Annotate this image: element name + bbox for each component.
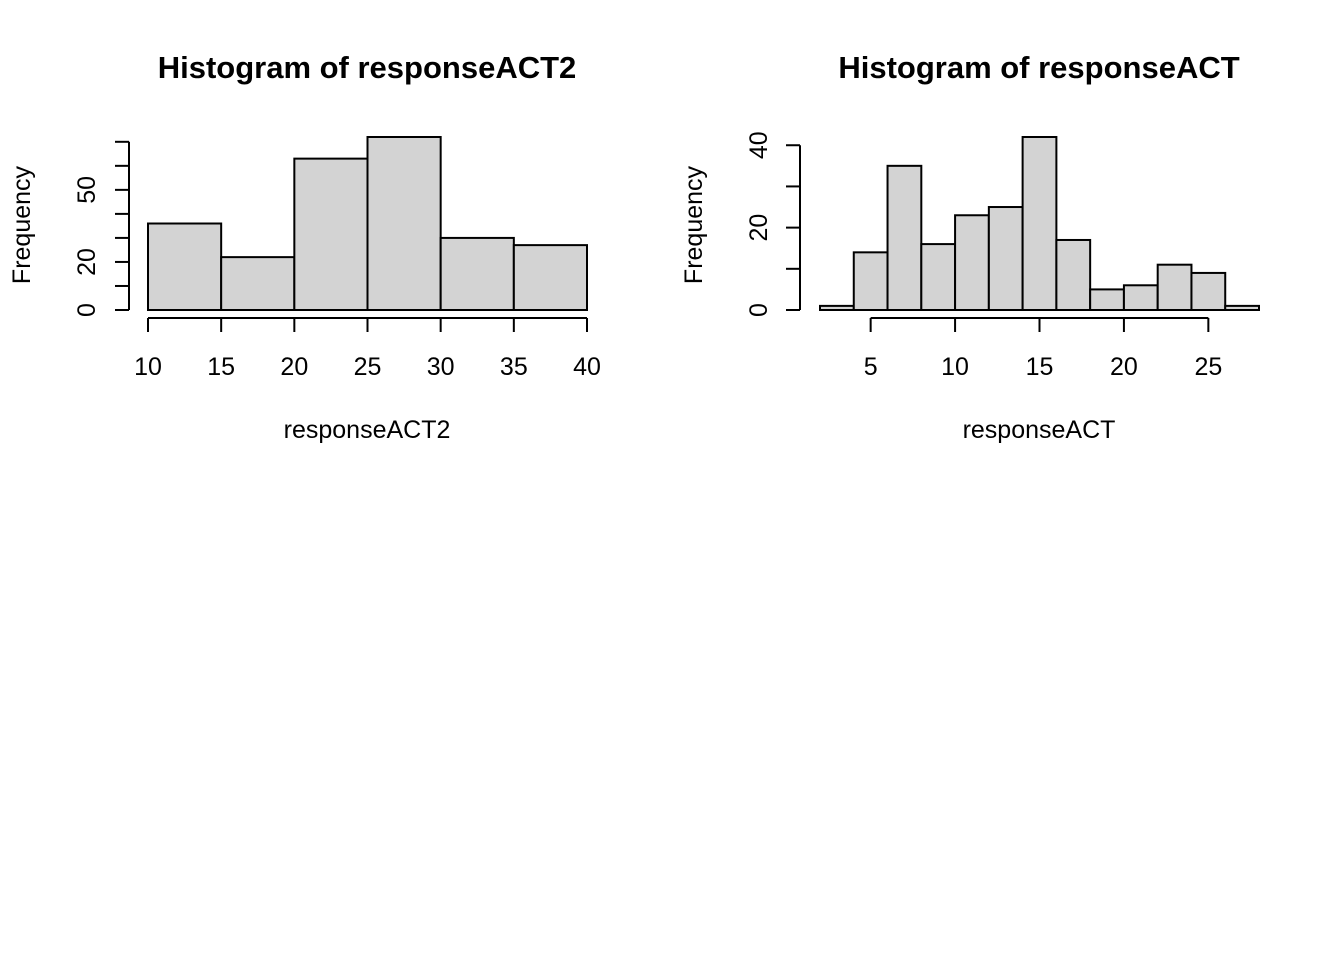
y-axis-label: Frequency	[680, 165, 708, 284]
x-tick-label: 10	[941, 353, 969, 381]
histogram-bar	[293, 157, 369, 311]
histogram-bar	[1156, 263, 1193, 312]
x-tick-label: 10	[134, 353, 162, 381]
histogram-bar	[886, 164, 923, 311]
histogram-bar	[920, 243, 957, 312]
y-tick-label: 50	[73, 176, 101, 204]
histogram-bar	[1021, 136, 1058, 311]
x-tick-label: 20	[1110, 353, 1138, 381]
histogram-bar	[1089, 288, 1125, 311]
x-tick-label: 20	[280, 353, 308, 381]
x-tick-label: 15	[207, 353, 235, 381]
histogram-bar	[1190, 271, 1227, 311]
y-tick-label: 0	[73, 303, 101, 317]
y-axis: 0 20 40	[745, 131, 801, 317]
histogram-responseACT: Histogram of responseACT responseACT Fre…	[680, 50, 1260, 444]
histogram-bar	[852, 251, 889, 311]
y-axis: 0 20 50	[73, 140, 130, 317]
x-tick-label: 5	[864, 353, 878, 381]
histogram-bar	[1224, 304, 1260, 311]
x-axis-label: responseACT	[963, 416, 1116, 444]
x-tick-label: 40	[573, 353, 601, 381]
histogram-bar	[147, 222, 223, 311]
bars	[819, 136, 1260, 312]
x-axis: 10 15 20 25 30 35 40	[134, 317, 601, 381]
histogram-bar	[819, 304, 855, 311]
x-axis: 5 10 15 20 25	[864, 317, 1222, 381]
histogram-bar	[366, 136, 442, 311]
x-tick-label: 25	[1194, 353, 1222, 381]
y-tick-label: 20	[745, 214, 773, 242]
histogram-bar	[1055, 238, 1092, 312]
bars	[147, 136, 588, 312]
x-tick-label: 15	[1026, 353, 1054, 381]
x-tick-label: 35	[500, 353, 528, 381]
histogram-bar	[954, 214, 990, 311]
y-tick-label: 0	[745, 303, 773, 317]
histogram-bar	[987, 206, 1024, 311]
histogram-bar	[1122, 284, 1159, 311]
histogram-bar	[439, 236, 515, 312]
x-tick-label: 25	[354, 353, 382, 381]
y-tick-label: 20	[73, 248, 101, 276]
y-tick-label: 40	[745, 131, 773, 159]
histogram-bar	[512, 244, 588, 311]
chart-title: Histogram of responseACT2	[158, 50, 577, 85]
y-axis-label: Frequency	[8, 165, 36, 284]
chart-title: Histogram of responseACT	[838, 50, 1239, 85]
x-axis-label: responseACT2	[284, 416, 451, 444]
histogram-responseACT2: Histogram of responseACT2 responseACT2 F…	[8, 50, 601, 444]
histogram-bar	[220, 256, 296, 311]
x-tick-label: 30	[427, 353, 455, 381]
